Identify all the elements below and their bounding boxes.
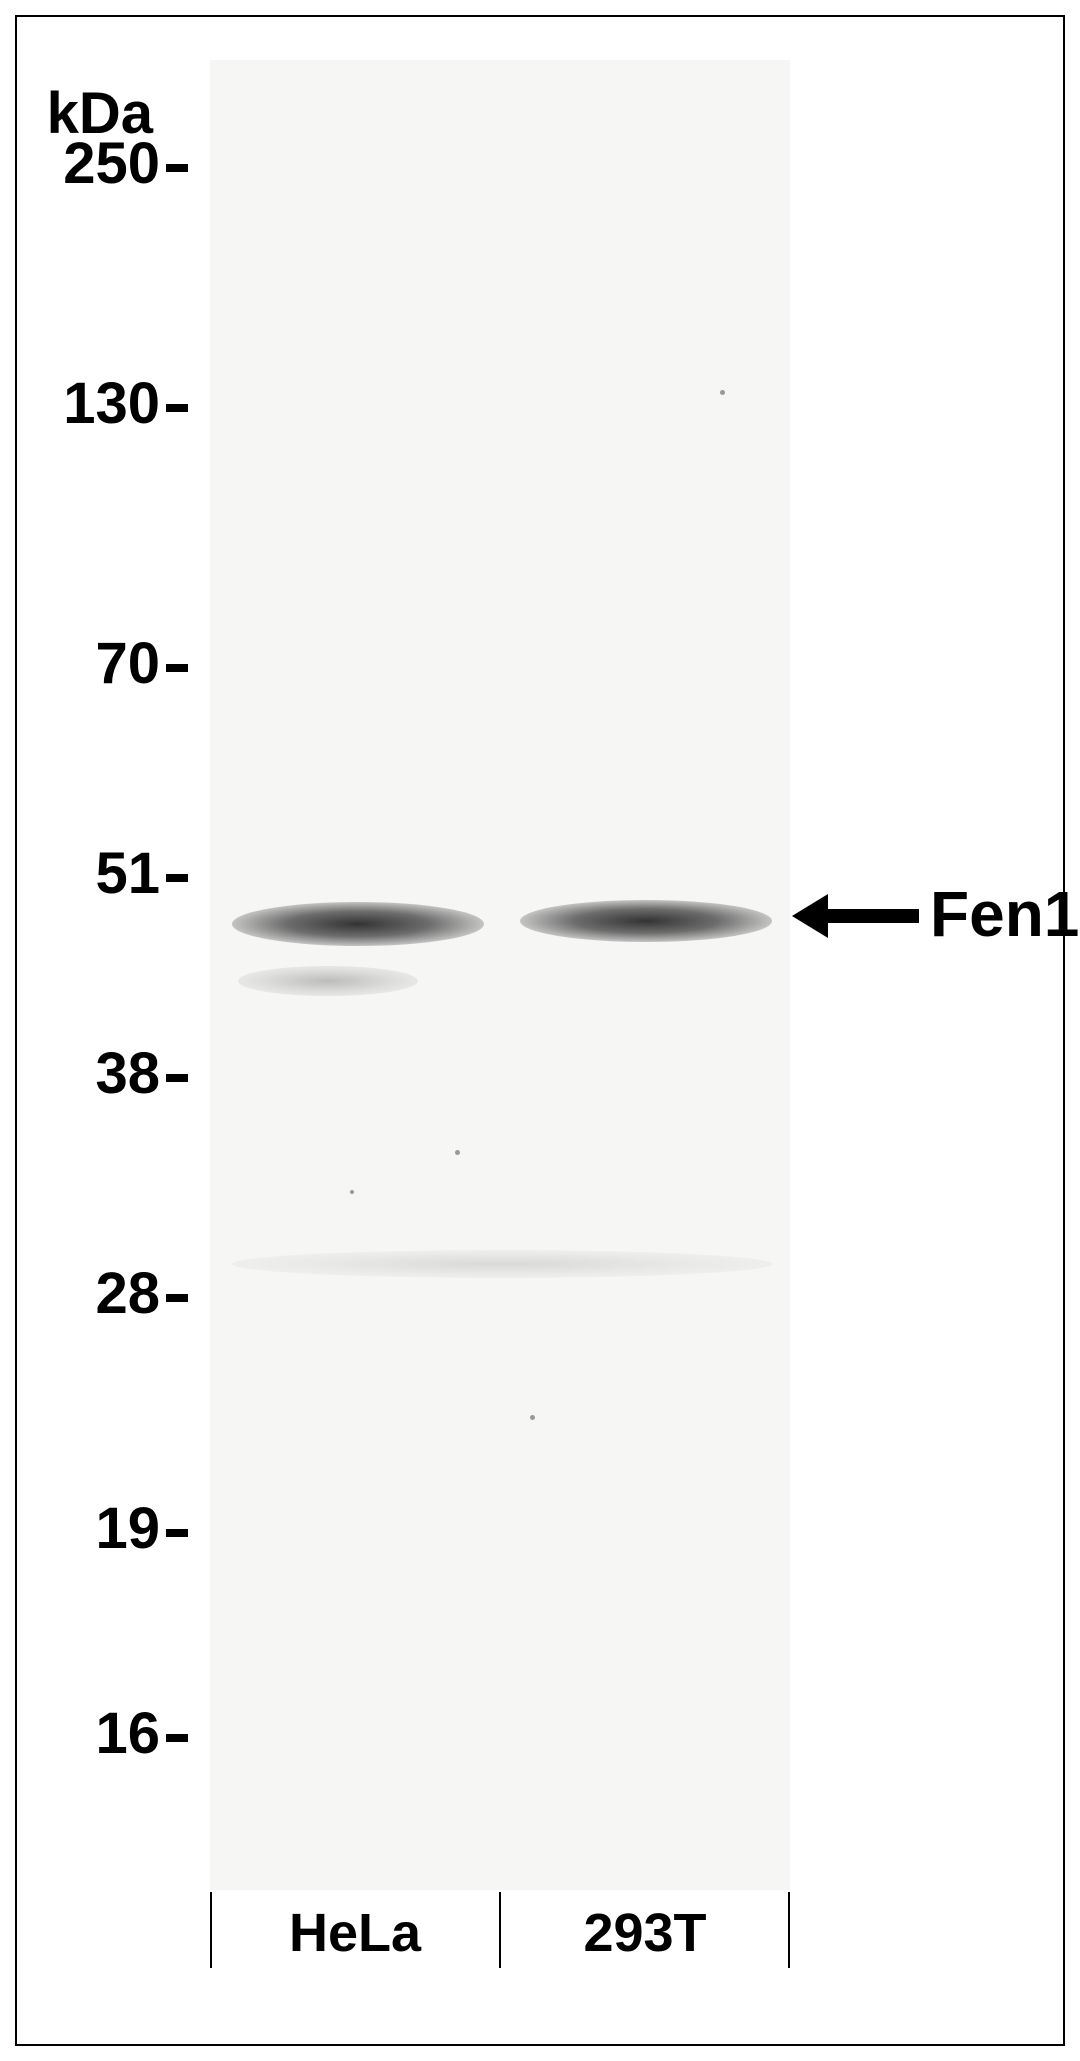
lane-label-293t: 293T (500, 1902, 790, 1964)
ladder-tick (166, 164, 188, 172)
ladder-70: 70 (28, 630, 188, 697)
ladder-19: 19 (28, 1495, 188, 1562)
ladder-tick (166, 1074, 188, 1082)
band-faint-28 (232, 1250, 772, 1278)
band-293t-fen1 (520, 900, 772, 942)
ladder-tick (166, 1294, 188, 1302)
arrow-shaft (824, 909, 919, 923)
ladder-tick (166, 1734, 188, 1742)
blot-speck (350, 1190, 354, 1194)
lane-label-hela: HeLa (210, 1902, 500, 1964)
ladder-28: 28 (28, 1260, 188, 1327)
ladder-tick (166, 1529, 188, 1537)
band-hela-faint (238, 966, 418, 996)
blot-speck (455, 1150, 460, 1155)
ladder-tick (166, 404, 188, 412)
blot-speck (720, 390, 725, 395)
ladder-value: 70 (95, 631, 160, 696)
ladder-16: 16 (28, 1700, 188, 1767)
ladder-value: 16 (95, 1701, 160, 1766)
ladder-value: 28 (95, 1261, 160, 1326)
ladder-130: 130 (28, 370, 188, 437)
band-hela-fen1 (232, 902, 484, 946)
ladder-value: 51 (95, 841, 160, 906)
ladder-value: 130 (63, 371, 160, 436)
ladder-38: 38 (28, 1040, 188, 1107)
arrow-head-icon (792, 894, 828, 938)
ladder-250: 250 (28, 130, 188, 197)
blot-speck (530, 1415, 535, 1420)
ladder-value: 38 (95, 1041, 160, 1106)
ladder-tick (166, 664, 188, 672)
ladder-tick (166, 874, 188, 882)
ladder-value: 19 (95, 1496, 160, 1561)
ladder-value: 250 (63, 131, 160, 196)
target-label: Fen1 (930, 877, 1079, 951)
ladder-51: 51 (28, 840, 188, 907)
